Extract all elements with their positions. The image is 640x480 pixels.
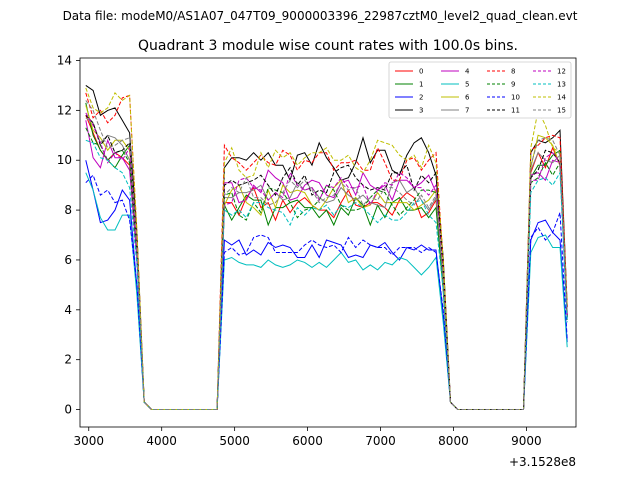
y-tick-label: 14 [57, 53, 72, 67]
plot-frame [79, 57, 577, 428]
figure-suptitle: Data file: modeM0/AS1A07_047T09_90000033… [63, 9, 578, 23]
y-tick-label: 0 [64, 403, 72, 417]
legend-label-8: 8 [511, 68, 515, 76]
x-tick-label: 5000 [219, 434, 250, 448]
series-line-15 [85, 100, 568, 410]
series-layer [85, 84, 568, 410]
legend-label-10: 10 [511, 94, 520, 102]
legend-label-0: 0 [419, 68, 423, 76]
y-tick-label: 10 [57, 153, 72, 167]
x-tick-label: 9000 [511, 434, 542, 448]
legend-label-7: 7 [465, 107, 469, 115]
x-axis: 3000 4000 5000 6000 7000 8000 9000 [73, 427, 542, 448]
legend-label-13: 13 [557, 81, 566, 89]
legend-label-12: 12 [557, 68, 566, 76]
legend-label-9: 9 [511, 81, 515, 89]
legend-frame [388, 61, 572, 119]
y-tick-label: 4 [64, 303, 72, 317]
x-tick-label: 3000 [73, 434, 104, 448]
plot-area [80, 58, 576, 427]
x-tick-label: 6000 [292, 434, 323, 448]
x-tick-label: 7000 [365, 434, 396, 448]
y-tick-label: 6 [64, 253, 72, 267]
y-tick-label: 2 [64, 353, 72, 367]
legend-label-1: 1 [419, 81, 423, 89]
chart-title: Quadrant 3 module wise count rates with … [138, 38, 518, 54]
legend-label-11: 11 [511, 107, 520, 115]
y-tick-label: 12 [57, 103, 72, 117]
legend-label-5: 5 [465, 81, 469, 89]
x-axis-offset-label: +3.1528e8 [509, 455, 576, 469]
y-tick-label: 8 [64, 203, 72, 217]
legend-label-3: 3 [419, 107, 423, 115]
legend-label-14: 14 [557, 94, 566, 102]
legend-label-6: 6 [465, 94, 470, 102]
x-tick-label: 8000 [438, 434, 469, 448]
legend-label-15: 15 [557, 107, 566, 115]
legend-label-4: 4 [465, 68, 470, 76]
y-axis: 0 2 4 6 8 10 12 14 [57, 53, 80, 417]
x-tick-label: 4000 [146, 434, 177, 448]
legend-label-2: 2 [419, 94, 423, 102]
